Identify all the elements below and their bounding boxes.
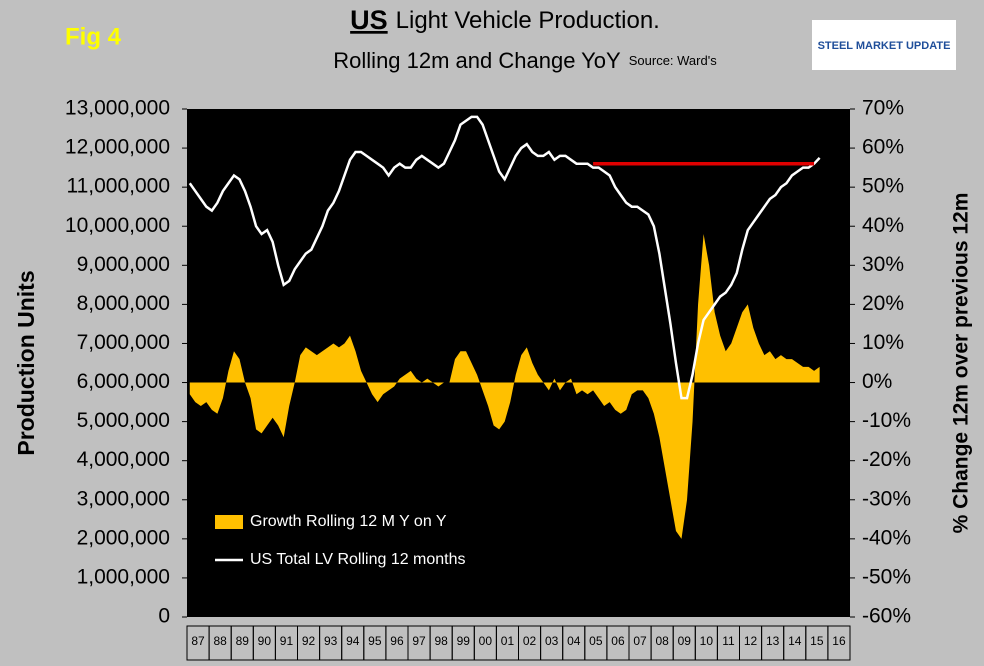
chart-title-emphasis: US [350,5,388,35]
x-tick-label: 06 [611,634,625,648]
x-tick-label: 01 [501,634,515,648]
y-tick-label: 2,000,000 [77,526,170,549]
y2-tick-label: -20% [862,448,911,471]
plot [188,115,821,539]
x-tick-label: 93 [324,634,338,648]
legend-label: US Total LV Rolling 12 months [250,551,466,568]
x-tick-label: 04 [567,634,581,648]
legend-swatch [215,515,243,529]
y2-tick-label: 20% [862,292,904,315]
x-tick-label: 00 [479,634,493,648]
y2-axis-label: % Change 12m over previous 12m [950,193,973,534]
y-tick-label: 11,000,000 [66,175,170,198]
logo-box [812,20,956,70]
legend-box [205,505,510,578]
x-tick-label: 97 [412,634,426,648]
x-tick-label: 07 [633,634,647,648]
x-tick-label: 13 [766,634,780,648]
x-tick-label: 92 [302,634,316,648]
x-tick-label: 90 [258,634,272,648]
area [189,234,820,539]
y2-tick-label: 30% [862,253,904,276]
y-tick-label: 13,000,000 [65,97,170,120]
x-tick-label: 05 [589,634,603,648]
y2-tick-label: 10% [862,331,904,354]
x-tick-label: 10 [700,634,714,648]
y-tick-label: 3,000,000 [77,487,170,510]
chart-subtitle: Rolling 12m and Change YoY [333,48,621,73]
y-tick-label: 12,000,000 [65,136,170,159]
x-tick-label: 88 [213,634,227,648]
x-tick-label: 91 [280,634,294,648]
y2-tick-label: 60% [862,136,904,159]
x-tick-label: 95 [368,634,382,648]
y2-tick-label: -10% [862,409,911,432]
x-tick-label: 16 [832,634,846,648]
x-tick-label: 03 [545,634,559,648]
y2-tick-label: -50% [862,565,911,588]
chart-subtitle-group: Rolling 12m and Change YoY Source: Ward's [333,48,717,73]
y2-tick-label: 40% [862,214,904,237]
y2-tick-label: -30% [862,487,911,510]
logo: STEEL MARKET UPDATE [818,40,951,52]
y-tick-label: 7,000,000 [77,331,170,354]
y2-tick-label: 70% [862,97,904,120]
x-tick-label: 15 [810,634,824,648]
y2-tick-label: 0% [862,370,892,393]
y2-tick-label: 50% [862,175,904,198]
x-tick-label: 08 [655,634,669,648]
chart-title: Light Vehicle Production. [396,7,660,34]
y-tick-label: 6,000,000 [77,370,170,393]
y-tick-label: 5,000,000 [77,409,170,432]
x-tick-label: 14 [788,634,802,648]
x-tick-label: 87 [191,634,205,648]
legend: Growth Rolling 12 M Y on Y US Total LV Ro… [205,505,510,578]
x-tick-label: 11 [722,634,735,648]
y-tick-label: 0 [158,605,170,628]
x-tick-label: 96 [390,634,404,648]
y-tick-label: 10,000,000 [65,214,170,237]
chart-source: Source: Ward's [629,53,717,68]
legend-label: Growth Rolling 12 M Y on Y [250,513,447,530]
x-tick-label: 02 [523,634,537,648]
x-tick-label: 09 [678,634,692,648]
y2-tick-label: -60% [862,605,911,628]
y-tick-label: 8,000,000 [77,292,170,315]
x-tick-label: 12 [744,634,758,648]
x-tick-label: 98 [434,634,448,648]
x-tick-label: 99 [457,634,471,648]
x-tick-label: 94 [346,634,360,648]
y-tick-label: 4,000,000 [77,448,170,471]
chart-title-group: US Light Vehicle Production. [350,5,660,35]
y2-tick-label: -40% [862,526,911,549]
y-tick-label: 1,000,000 [77,565,170,588]
y-tick-label: 9,000,000 [77,253,170,276]
x-tick-label: 89 [236,634,250,648]
y-axis-label: Production Units [13,270,39,455]
x-tick-box [827,625,851,661]
figure-label: Fig 4 [65,23,122,50]
line [188,115,821,400]
